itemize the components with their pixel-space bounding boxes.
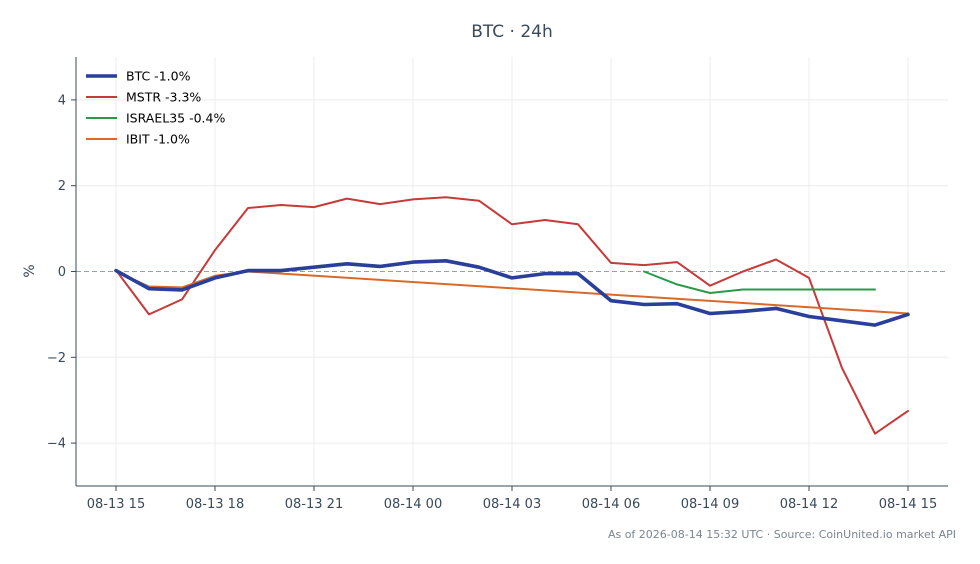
y-tick-label: 4: [58, 93, 66, 108]
axes: 08-13 15 08-13 18 08-13 21 08-14 00 08-14 03…: [47, 57, 948, 512]
x-tick-label: 08-14 03: [483, 497, 541, 512]
y-tick-label: −4: [47, 437, 66, 452]
series-line-israel35: [643, 270, 876, 294]
x-tick-label: 08-14 09: [681, 497, 739, 512]
legend-label-ibit: IBIT -1.0%: [126, 132, 190, 147]
footer-note: As of 2026-08-14 15:32 UTC · Source: Coi…: [608, 528, 956, 541]
chart-title: BTC · 24h: [471, 22, 553, 42]
legend-label-israel35: ISRAEL35 -0.4%: [126, 111, 225, 126]
x-tick-label: 08-13 21: [285, 497, 343, 512]
series-line-mstr: [115, 196, 909, 435]
legend-label-btc: BTC -1.0%: [126, 69, 191, 84]
y-axis-label: %: [22, 264, 38, 277]
x-tick-label: 08-14 06: [582, 497, 640, 512]
legend: BTC -1.0% MSTR -3.3% ISRAEL35 -0.4% IBIT -1…: [86, 69, 225, 147]
x-tick-label: 08-14 12: [780, 497, 838, 512]
series-layer: [114, 196, 910, 435]
y-tick-label: 2: [58, 179, 66, 194]
x-tick-label: 08-13 15: [87, 497, 145, 512]
x-tick-label: 08-14 15: [879, 497, 937, 512]
legend-label-mstr: MSTR -3.3%: [126, 90, 201, 105]
y-tick-label: −2: [47, 351, 66, 366]
x-tick-label: 08-13 18: [186, 497, 244, 512]
x-tick-label: 08-14 00: [384, 497, 442, 512]
series-line-btc: [114, 258, 910, 327]
y-tick-label: 0: [58, 265, 66, 280]
